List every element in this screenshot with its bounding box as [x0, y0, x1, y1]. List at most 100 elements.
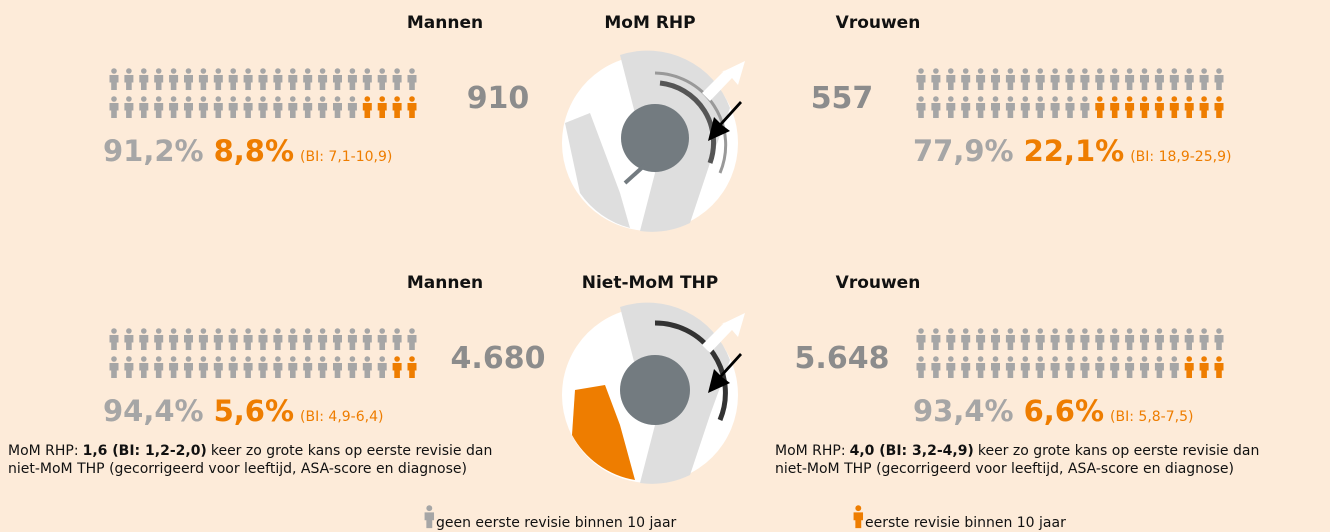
icon-head [111, 328, 117, 334]
note-prefix: MoM RHP: [775, 443, 846, 459]
revision-pct: 6,6% [1024, 394, 1104, 428]
icon-head [1127, 356, 1133, 362]
note-line: niet-MoM THP (gecorrigeerd voor leeftijd… [775, 461, 1234, 477]
icon-head [275, 356, 281, 362]
icon-head [1112, 356, 1118, 362]
column-header: Vrouwen [836, 13, 921, 33]
icon-head [186, 356, 192, 362]
icon-head [1157, 328, 1163, 334]
icon-head [978, 68, 984, 74]
icon-head [1216, 96, 1222, 102]
icon-head [379, 96, 385, 102]
column-header: Mannen [407, 13, 483, 33]
no-revision-pct: 94,4% [103, 394, 204, 428]
icon-head [1052, 328, 1058, 334]
icon-head [201, 96, 207, 102]
icon-head [1037, 328, 1043, 334]
icon-head [156, 328, 162, 334]
icon-head [1037, 68, 1043, 74]
icon-head [171, 68, 177, 74]
icon-head [156, 356, 162, 362]
icon-head [156, 68, 162, 74]
revision-pct: 22,1% [1024, 134, 1125, 168]
icon-head [1082, 68, 1088, 74]
icon-head [305, 68, 311, 74]
icon-head [320, 328, 326, 334]
icon-head [126, 356, 132, 362]
icon-head [394, 356, 400, 362]
icon-head [290, 96, 296, 102]
icon-head [350, 68, 356, 74]
icon-head [1216, 356, 1222, 362]
patient-count: 4.680 [451, 341, 546, 376]
icon-head [379, 356, 385, 362]
icon-head [978, 328, 984, 334]
icon-head [320, 96, 326, 102]
confidence-interval: (BI: 7,1-10,9) [300, 149, 392, 165]
icon-head [1216, 68, 1222, 74]
icon-head [1157, 68, 1163, 74]
icon-head [171, 356, 177, 362]
icon-head [948, 328, 954, 334]
icon-head [1172, 356, 1178, 362]
icon-head [394, 328, 400, 334]
icon-head [933, 328, 939, 334]
icon-head [350, 96, 356, 102]
icon-head [933, 356, 939, 362]
icon-head [186, 328, 192, 334]
icon-head [1082, 96, 1088, 102]
icon-head [1112, 96, 1118, 102]
icon-head [305, 356, 311, 362]
icon-head [918, 68, 924, 74]
icon-head [1112, 328, 1118, 334]
icon-head [1201, 356, 1207, 362]
icon-head [1186, 356, 1192, 362]
icon-head [1008, 68, 1014, 74]
icon-head [948, 356, 954, 362]
icon-head [201, 356, 207, 362]
icon-head [1186, 68, 1192, 74]
icon-head [1142, 96, 1148, 102]
icon-head [1172, 328, 1178, 334]
icon-head [171, 328, 177, 334]
icon-head [963, 68, 969, 74]
icon-head [409, 356, 415, 362]
column-header: Mannen [407, 273, 483, 293]
icon-head [1052, 356, 1058, 362]
icon-head [141, 68, 147, 74]
icon-head [993, 328, 999, 334]
icon-head [216, 328, 222, 334]
icon-head [275, 328, 281, 334]
icon-head [260, 68, 266, 74]
icon-head [126, 328, 132, 334]
no-revision-pct: 77,9% [913, 134, 1014, 168]
icon-head [275, 68, 281, 74]
patient-count: 557 [811, 81, 874, 116]
legend-label: geen eerste revisie binnen 10 jaar [436, 515, 677, 531]
icon-head [335, 68, 341, 74]
patient-count: 910 [467, 81, 530, 116]
icon-head [230, 356, 236, 362]
icon-head [245, 68, 251, 74]
icon-head [1023, 68, 1029, 74]
icon-head [948, 96, 954, 102]
note-line: niet-MoM THP (gecorrigeerd voor leeftijd… [8, 461, 467, 477]
icon-head [1097, 356, 1103, 362]
icon-head [963, 328, 969, 334]
icon-head [156, 96, 162, 102]
icon-head [1142, 68, 1148, 74]
icon-head [305, 328, 311, 334]
icon-head [1008, 356, 1014, 362]
icon-head [1052, 96, 1058, 102]
panel-title: MoM RHP [604, 13, 695, 33]
icon-head [320, 68, 326, 74]
icon-head [1023, 328, 1029, 334]
icon-head [918, 328, 924, 334]
icon-head [379, 68, 385, 74]
icon-head [245, 356, 251, 362]
icon-head [426, 505, 432, 511]
icon-head [1067, 96, 1073, 102]
infographic: MannenMoM RHPVrouwen91091,2%8,8%(BI: 7,1… [0, 0, 1330, 532]
note-text: keer zo grote kans op eerste revisie dan [978, 443, 1259, 459]
icon-head [1097, 96, 1103, 102]
